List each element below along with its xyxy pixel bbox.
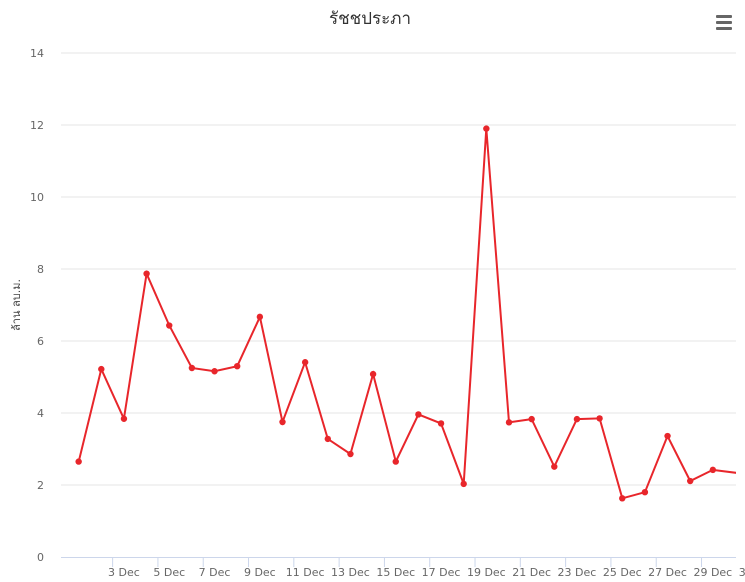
data-point[interactable] <box>551 463 558 470</box>
data-point[interactable] <box>596 415 603 422</box>
data-point[interactable] <box>324 435 331 443</box>
data-point[interactable] <box>687 477 694 485</box>
x-tick-label: 31 Dec <box>739 566 745 579</box>
x-tick-label: 29 Dec <box>693 566 732 579</box>
menu-bar <box>716 21 732 24</box>
x-tick-label: 19 Dec <box>467 566 506 579</box>
y-tick-label: 12 <box>30 119 44 132</box>
series-line <box>77 128 736 500</box>
x-tick-label: 25 Dec <box>603 566 642 579</box>
x-tick-label: 13 Dec <box>331 566 370 579</box>
data-point[interactable] <box>143 270 150 277</box>
data-point[interactable] <box>234 363 241 370</box>
x-tick-label: 23 Dec <box>558 566 597 579</box>
x-tick-label: 27 Dec <box>648 566 687 579</box>
data-point[interactable] <box>301 359 309 366</box>
x-tick-label: 9 Dec <box>244 566 276 579</box>
x-axis-ticks: 3 Dec 5 Dec 7 Dec 9 Dec 11 Dec 13 Dec 15 Dec 17… <box>108 557 745 579</box>
data-point[interactable] <box>709 466 717 474</box>
data-point[interactable] <box>392 458 399 465</box>
data-point[interactable] <box>369 370 377 378</box>
data-point[interactable] <box>573 415 581 423</box>
data-point[interactable] <box>460 480 467 488</box>
data-point[interactable] <box>98 365 105 373</box>
grid-lines <box>61 52 736 486</box>
menu-bar <box>716 27 732 30</box>
chart-title: รัชชประภา <box>329 9 411 29</box>
data-point[interactable] <box>279 418 286 426</box>
y-tick-label: 14 <box>30 47 44 60</box>
data-point[interactable] <box>641 489 649 496</box>
data-point[interactable] <box>437 420 445 427</box>
x-tick-label: 17 Dec <box>422 566 461 579</box>
y-tick-label: 6 <box>37 335 44 348</box>
y-axis-tick-labels: 0 2 4 6 8 10 12 14 <box>30 47 44 564</box>
x-tick-label: 7 Dec <box>199 566 231 579</box>
hamburger-menu-icon[interactable] <box>713 11 735 33</box>
y-tick-label: 10 <box>30 191 44 204</box>
x-tick-label: 3 Dec <box>108 566 140 579</box>
y-tick-label: 8 <box>37 263 44 276</box>
y-tick-label: 0 <box>37 551 44 564</box>
x-tick-label: 15 Dec <box>376 566 415 579</box>
x-tick-label: 5 Dec <box>153 566 185 579</box>
y-tick-label: 2 <box>37 479 44 492</box>
data-point[interactable] <box>347 450 354 458</box>
data-point[interactable] <box>528 415 535 423</box>
data-point[interactable] <box>415 411 422 418</box>
menu-bar <box>716 15 732 18</box>
data-point[interactable] <box>664 432 671 440</box>
data-points <box>75 125 717 502</box>
x-tick-label: 11 Dec <box>286 566 325 579</box>
x-tick-label: 21 Dec <box>512 566 551 579</box>
data-point[interactable] <box>188 364 196 372</box>
data-point[interactable] <box>211 368 218 375</box>
data-point[interactable] <box>166 322 173 329</box>
y-axis-label: ล้าน ลบ.ม. <box>10 279 23 331</box>
data-point[interactable] <box>75 458 82 465</box>
data-point[interactable] <box>483 125 490 132</box>
data-point[interactable] <box>505 419 513 426</box>
data-point[interactable] <box>256 313 264 321</box>
data-point[interactable] <box>619 495 626 502</box>
data-point[interactable] <box>120 415 128 422</box>
y-tick-label: 4 <box>37 407 44 420</box>
